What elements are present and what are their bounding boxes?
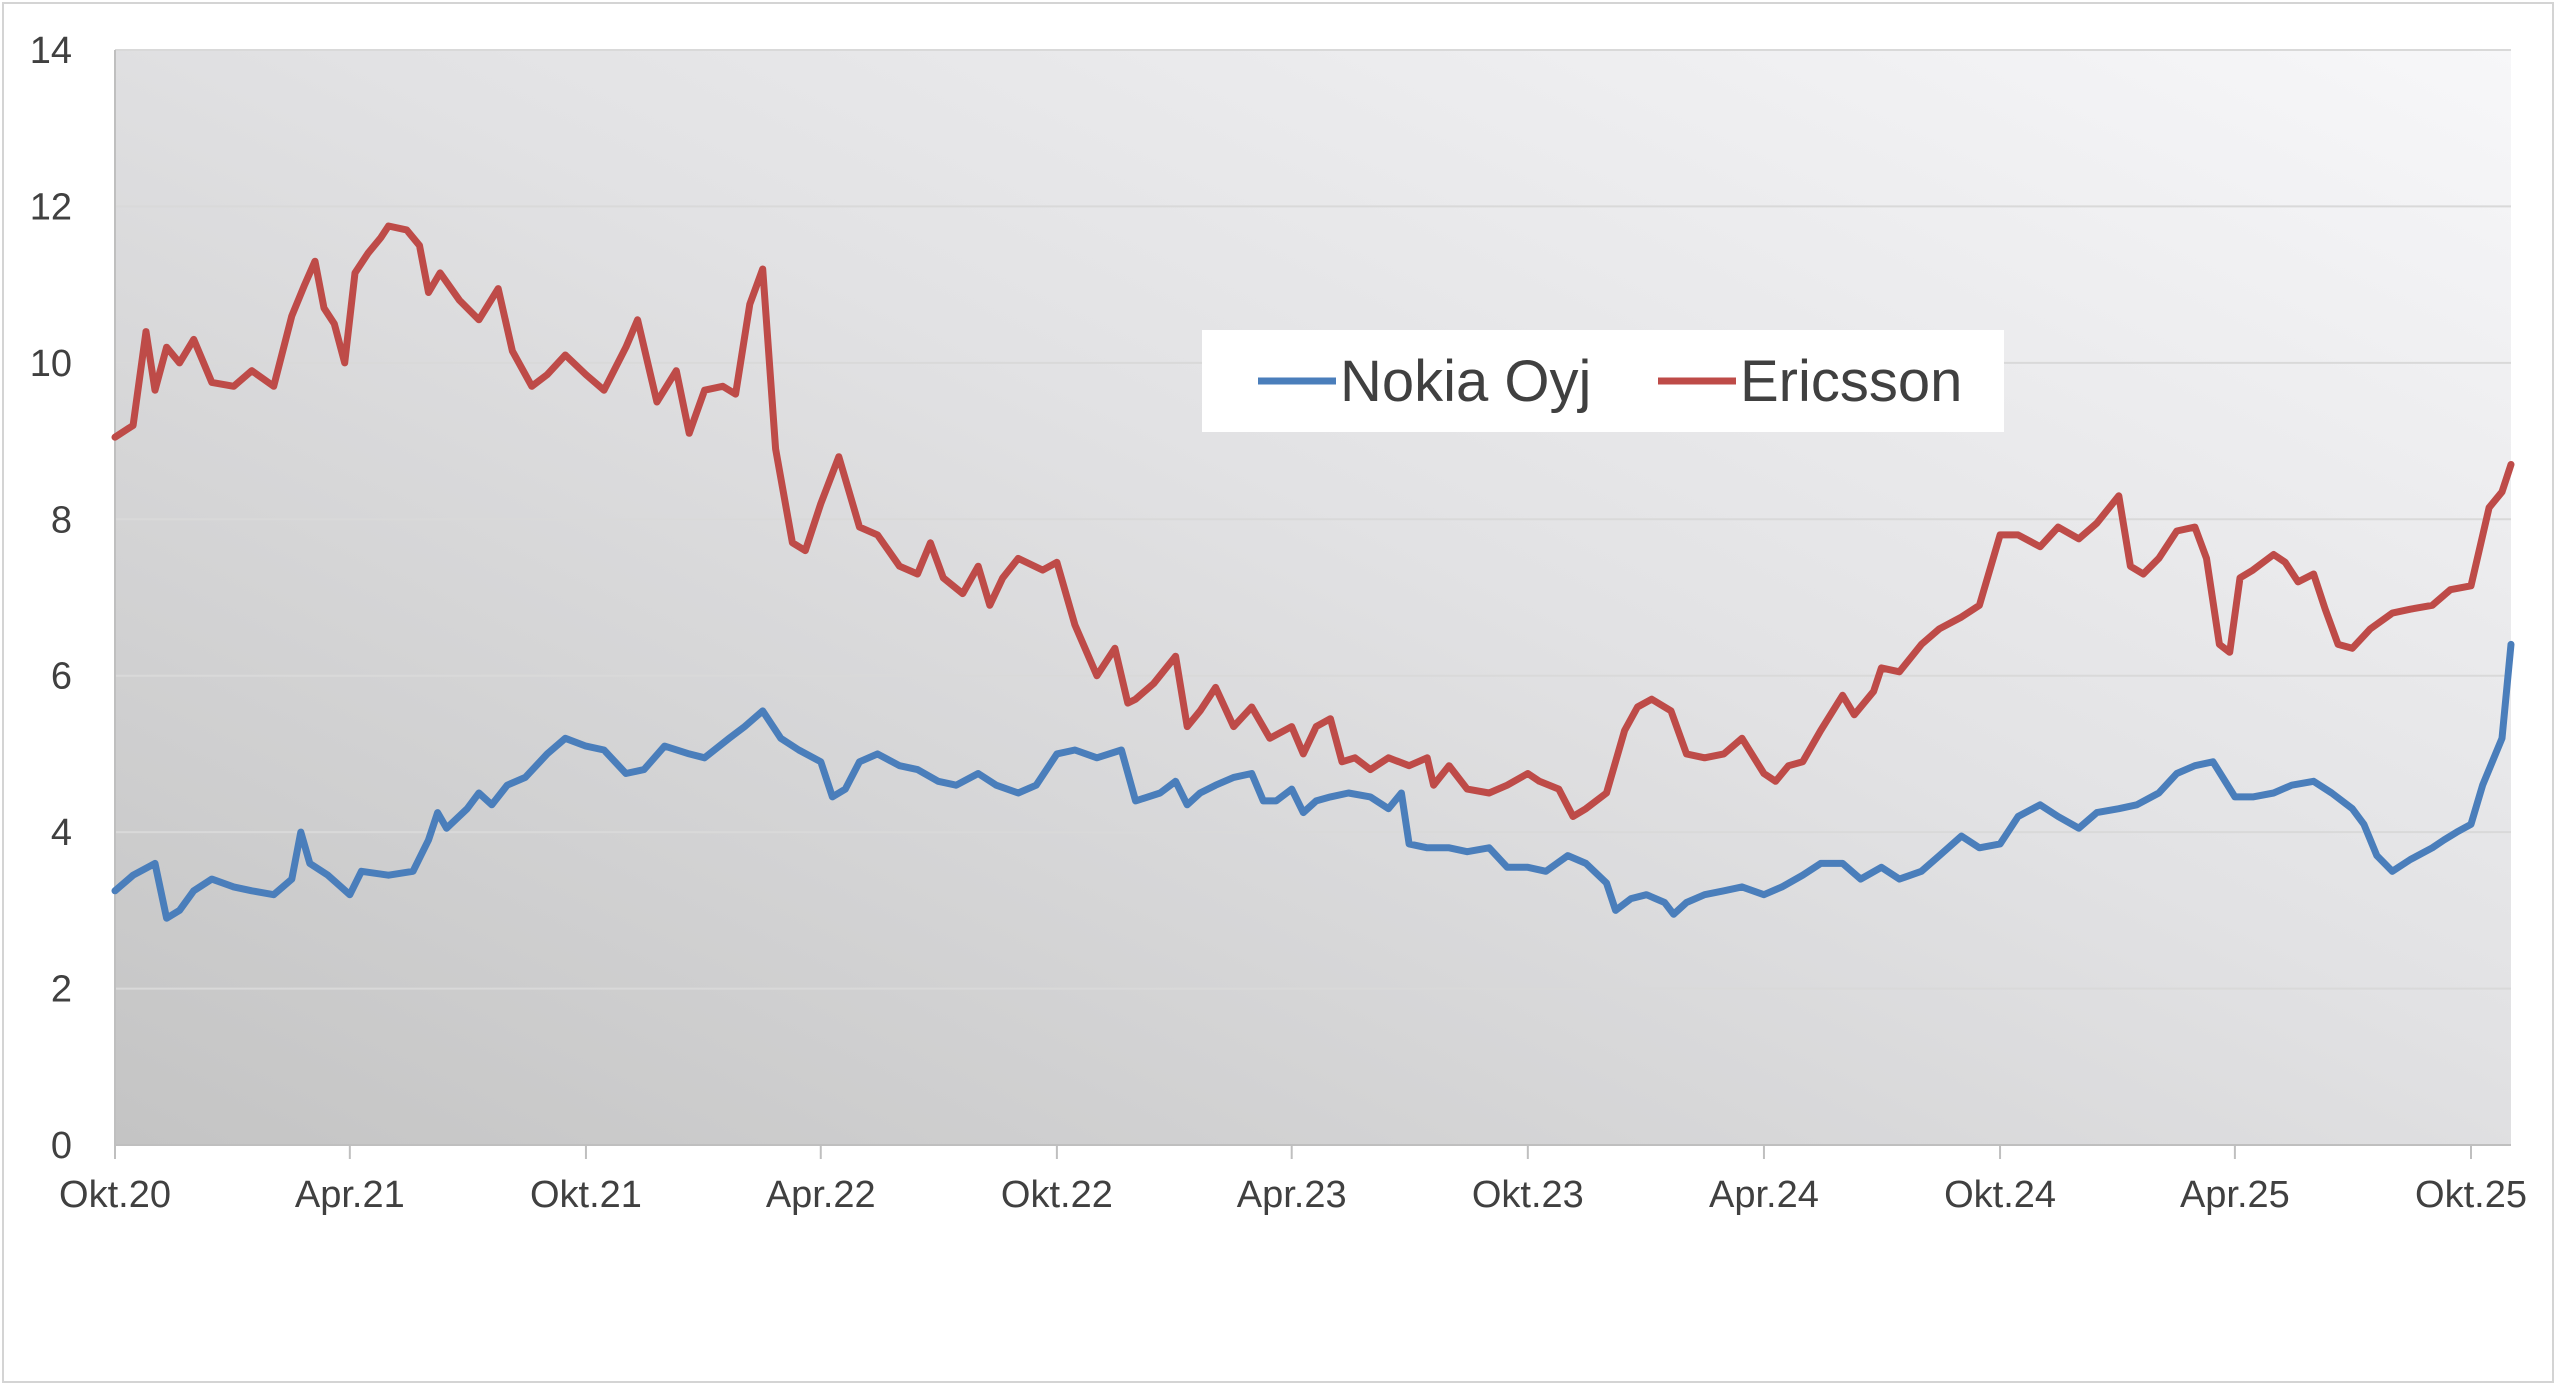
x-tick-label: Apr.25 bbox=[2180, 1174, 2290, 1216]
y-tick-label: 6 bbox=[51, 656, 72, 698]
x-tick-label: Okt.22 bbox=[1001, 1174, 1113, 1216]
x-tick-label: Apr.22 bbox=[766, 1174, 876, 1216]
y-axis: 0 2 4 6 8 10 12 14 bbox=[30, 30, 116, 1167]
y-tick-label: 10 bbox=[30, 343, 72, 385]
x-axis: Okt.20 Apr.21 Okt.21 Apr.22 Okt.22 Apr.23 Okt.… bbox=[59, 1144, 2527, 1216]
series-line-nokia-oyj bbox=[111, 640, 2515, 922]
y-tick-label: 0 bbox=[51, 1125, 72, 1167]
x-tick-label: Okt.23 bbox=[1472, 1174, 1584, 1216]
y-tick-label: 8 bbox=[51, 499, 72, 541]
x-tick-label: Apr.24 bbox=[1709, 1174, 1819, 1216]
legend-label-ericsson: Ericsson bbox=[1740, 349, 1962, 414]
y-tick-label: 12 bbox=[30, 186, 72, 228]
x-tick-label: Okt.21 bbox=[530, 1174, 642, 1216]
legend: Nokia Oyj Ericsson bbox=[1202, 330, 2004, 432]
x-tick-label: Okt.25 bbox=[2415, 1174, 2527, 1216]
x-tick-label: Okt.24 bbox=[1944, 1174, 2056, 1216]
y-tick-label: 2 bbox=[51, 969, 72, 1011]
x-tick-label: Apr.21 bbox=[295, 1174, 405, 1216]
plot-area bbox=[115, 50, 2511, 1145]
y-tick-label: 4 bbox=[51, 812, 72, 854]
series-line-ericsson bbox=[111, 222, 2515, 820]
x-tick-label: Okt.20 bbox=[59, 1174, 171, 1216]
series-layer bbox=[111, 222, 2515, 922]
y-tick-label: 14 bbox=[30, 30, 72, 72]
x-tick-label: Apr.23 bbox=[1237, 1174, 1347, 1216]
legend-label-nokia-oyj: Nokia Oyj bbox=[1340, 349, 1591, 414]
